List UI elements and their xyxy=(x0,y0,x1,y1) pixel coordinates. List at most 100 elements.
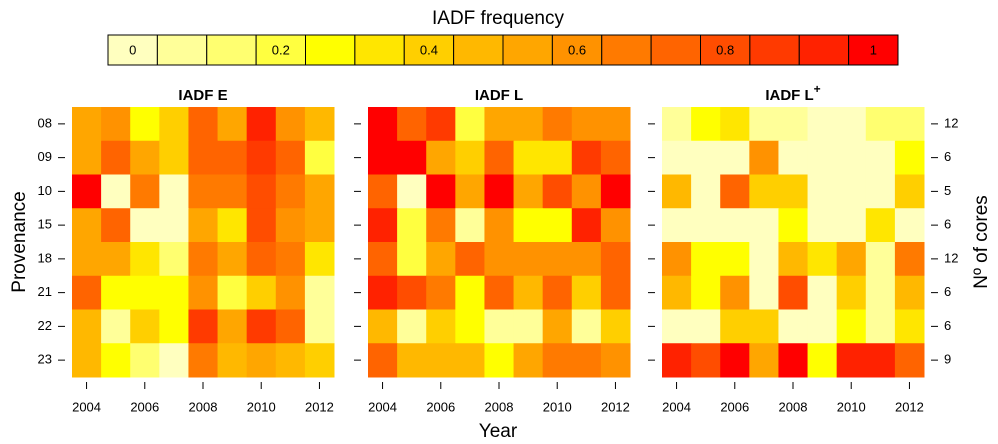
y2-tick-label: 6 xyxy=(944,318,951,333)
heatmap-cell xyxy=(188,208,219,243)
x-tick-label: 2010 xyxy=(543,399,572,414)
heatmap-cell xyxy=(426,343,456,378)
heatmap-cell xyxy=(778,208,809,243)
heatmap-cell xyxy=(397,275,427,310)
heatmap-cell xyxy=(455,242,485,277)
heatmap-cell xyxy=(159,208,189,243)
heatmap-cell xyxy=(368,208,398,243)
colorbar-box xyxy=(403,34,455,66)
colorbar-box xyxy=(453,34,504,66)
heatmap-cell xyxy=(304,275,335,310)
heatmap-cell xyxy=(484,343,515,378)
colorbar-box xyxy=(601,34,652,66)
heatmap-cell xyxy=(542,275,573,310)
colorbar-tick-label: 0.2 xyxy=(272,42,290,57)
heatmap-cell xyxy=(368,107,398,142)
heatmap-cell xyxy=(217,309,248,344)
heatmap-cell xyxy=(600,208,631,243)
heatmap-cell xyxy=(455,174,485,209)
heatmap-cell xyxy=(217,343,248,378)
heatmap-cell xyxy=(130,343,160,378)
heatmap-cell xyxy=(894,140,925,175)
heatmap-cell xyxy=(246,343,277,378)
heatmap-cell xyxy=(426,242,456,277)
colorbar-box xyxy=(700,34,751,66)
heatmap-cell xyxy=(749,343,779,378)
heatmap-cell xyxy=(513,208,544,243)
colorbar-box xyxy=(502,34,553,66)
heatmap-cell xyxy=(455,107,485,142)
heatmap-cell xyxy=(865,242,896,277)
heatmap-cell xyxy=(807,309,838,344)
x-tick-label: 2004 xyxy=(72,399,101,414)
heatmap-cell xyxy=(72,309,102,344)
x-tick-label: 2012 xyxy=(305,399,334,414)
heatmap-cell xyxy=(513,275,544,310)
panel-title-sup: + xyxy=(814,82,821,96)
x-tick-label: 2004 xyxy=(662,399,691,414)
heatmap-cell xyxy=(426,174,456,209)
heatmap-cell xyxy=(749,275,779,310)
heatmap-cell xyxy=(542,309,573,344)
heatmap-cell xyxy=(101,275,131,310)
heatmap-cell xyxy=(484,174,515,209)
colorbar-tick-label: 0.4 xyxy=(420,42,438,57)
y2-tick-label: 6 xyxy=(944,284,951,299)
heatmap-cell xyxy=(662,140,692,175)
y-tick-label: 10 xyxy=(38,183,52,198)
heatmap-cell xyxy=(691,242,721,277)
heatmap-cell xyxy=(749,309,779,344)
heatmap-cell xyxy=(865,343,896,378)
heatmap-cell xyxy=(275,208,306,243)
heatmap-cell xyxy=(246,242,277,277)
heatmap-cell xyxy=(749,208,779,243)
heatmap-cell xyxy=(720,107,750,142)
heatmap-cell xyxy=(304,343,335,378)
y-tick-label: 23 xyxy=(38,352,52,367)
heatmap-cell xyxy=(600,242,631,277)
heatmap-cell xyxy=(691,140,721,175)
heatmap-cell xyxy=(691,174,721,209)
heatmap-cell xyxy=(894,309,925,344)
heatmap-cell xyxy=(72,107,102,142)
heatmap-cell xyxy=(778,343,809,378)
heatmap-cell xyxy=(571,107,602,142)
heatmap-cell xyxy=(217,107,248,142)
heatmap-cell xyxy=(455,275,485,310)
colorbar-box xyxy=(206,34,257,66)
y2-tick-label: 12 xyxy=(944,115,958,130)
heatmap-cell xyxy=(836,242,867,277)
heatmap-cell xyxy=(662,174,692,209)
heatmap-cell xyxy=(246,107,277,142)
heatmap-cell xyxy=(720,275,750,310)
x-tick-label: 2008 xyxy=(189,399,218,414)
heatmap-cell xyxy=(513,309,544,344)
x-axis-label: Year xyxy=(479,421,518,442)
heatmap-cell xyxy=(484,309,515,344)
heatmap-cell xyxy=(662,343,692,378)
x-tick-label: 2012 xyxy=(895,399,924,414)
heatmap-cell xyxy=(513,140,544,175)
heatmap-cell xyxy=(542,343,573,378)
heatmap-cell xyxy=(720,242,750,277)
heatmap-cell xyxy=(130,174,160,209)
heatmap-cell xyxy=(749,174,779,209)
heatmap-cell xyxy=(368,242,398,277)
heatmap-cell xyxy=(836,343,867,378)
heatmap-cell xyxy=(865,208,896,243)
heatmap-cell xyxy=(778,174,809,209)
colorbar-tick-label: 0 xyxy=(129,42,136,57)
colorbar-tick-label: 0.8 xyxy=(716,42,734,57)
heatmap-cell xyxy=(426,208,456,243)
x-tick-label: 2006 xyxy=(720,399,749,414)
heatmap-cell xyxy=(304,309,335,344)
heatmap-cell xyxy=(662,275,692,310)
heatmap-cell xyxy=(865,309,896,344)
panel-title-text: IADF E xyxy=(178,87,227,104)
y-tick-label: 09 xyxy=(38,149,52,164)
x-tick-label: 2010 xyxy=(247,399,276,414)
heatmap-cell xyxy=(484,140,515,175)
heatmap-cell xyxy=(894,208,925,243)
heatmap-cell xyxy=(217,140,248,175)
